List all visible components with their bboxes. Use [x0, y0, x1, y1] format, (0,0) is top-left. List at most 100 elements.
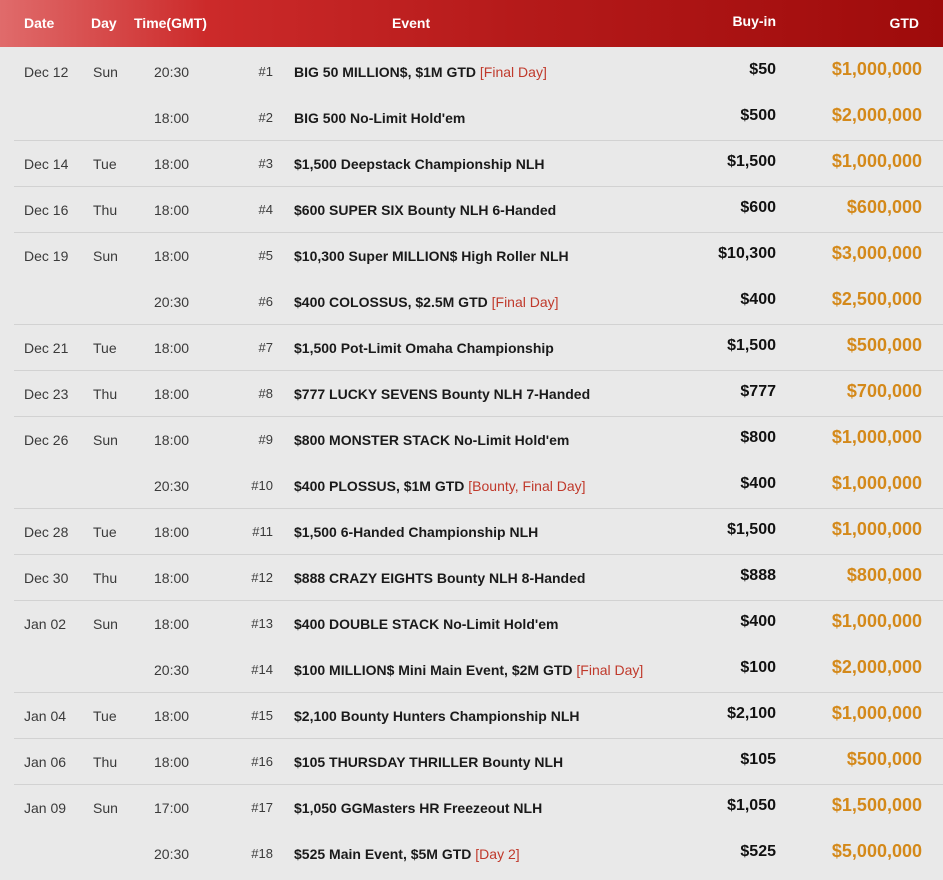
event-title: $400 PLOSSUS, $1M GTD	[294, 478, 465, 494]
day-cell: Sun	[93, 64, 118, 80]
gtd-cell: $1,000,000	[831, 151, 922, 171]
table-row: Dec 12 Sun 20:30 #1 $50 $1,000,000 BIG 50 MILL…	[0, 49, 943, 95]
time-cell: 18:00	[154, 524, 190, 540]
event-title: $1,500 Deepstack Championship NLH	[294, 156, 545, 172]
event-number: #15	[251, 708, 273, 723]
header-event: Event	[392, 15, 431, 31]
gtd-cell: $1,500,000	[831, 795, 922, 815]
event-note: [Bounty, Final Day]	[468, 478, 586, 494]
buyin-cell: $888	[740, 567, 776, 584]
table-row: Dec 16 Thu 18:00 #4 $600 $600,000 $600 SUPER S…	[0, 186, 943, 233]
buyin-cell: $400	[740, 291, 776, 308]
date-cell: Dec 28	[24, 524, 69, 540]
header-gtd: GTD	[889, 15, 919, 31]
header-time: Time(GMT)	[134, 15, 207, 31]
table-row: Dec 30 Thu 18:00 #12 $888 $800,000 $888 CRAZY …	[0, 554, 943, 601]
event-cell: $800 MONSTER STACK No-Limit Hold'em	[294, 432, 569, 448]
event-number: #11	[252, 524, 273, 539]
event-number: #12	[251, 570, 273, 585]
event-number: #8	[258, 386, 273, 401]
event-title: $105 THURSDAY THRILLER Bounty NLH	[294, 754, 564, 770]
event-number: #10	[251, 478, 273, 493]
event-title: $777 LUCKY SEVENS Bounty NLH 7-Handed	[294, 386, 591, 402]
time-cell: 20:30	[154, 64, 190, 80]
event-title: $525 Main Event, $5M GTD	[294, 846, 472, 862]
date-cell: Dec 21	[24, 340, 69, 356]
table-body: Dec 12 Sun 20:30 #1 $50 $1,000,000 BIG 50 MILL…	[0, 49, 943, 877]
time-cell: 20:30	[154, 294, 190, 310]
event-number: #5	[258, 248, 273, 263]
event-number: #17	[251, 800, 273, 815]
time-cell: 20:30	[154, 662, 190, 678]
time-cell: 18:00	[154, 202, 190, 218]
event-number: #4	[258, 202, 273, 217]
day-cell: Tue	[93, 156, 117, 172]
event-title: $800 MONSTER STACK No-Limit Hold'em	[294, 432, 570, 448]
buyin-cell: $1,500	[727, 337, 776, 354]
day-cell: Tue	[93, 340, 117, 356]
time-cell: 18:00	[154, 110, 190, 126]
event-cell: $1,500 Pot-Limit Omaha Championship	[294, 340, 554, 356]
event-title: BIG 50 MILLION$, $1M GTD	[294, 64, 477, 80]
event-title: BIG 500 No-Limit Hold'em	[294, 110, 466, 126]
gtd-cell: $1,000,000	[831, 427, 922, 447]
event-cell: BIG 50 MILLION$, $1M GTD [Final Day]	[294, 64, 547, 80]
event-title: $10,300 Super MILLION$ High Roller NLH	[294, 248, 569, 264]
event-note: [Final Day]	[576, 662, 644, 678]
gtd-cell: $800,000	[846, 565, 922, 585]
event-note: [Final Day]	[491, 294, 559, 310]
date-cell: Dec 16	[24, 202, 69, 218]
table-row: Dec 14 Tue 18:00 #3 $1,500 $1,000,000 $1,500 D…	[0, 140, 943, 187]
event-number: #2	[258, 110, 273, 125]
day-cell: Thu	[93, 202, 118, 218]
time-cell: 17:00	[154, 800, 190, 816]
event-cell: $1,050 GGMasters HR Freezeout NLH	[294, 800, 542, 816]
day-cell: Tue	[93, 524, 117, 540]
gtd-cell: $500,000	[846, 335, 922, 355]
time-cell: 18:00	[154, 570, 190, 586]
buyin-cell: $1,050	[727, 797, 776, 814]
day-cell: Thu	[93, 386, 118, 402]
header-date: Date	[24, 15, 55, 31]
table-row: Jan 04 Tue 18:00 #15 $2,100 $1,000,000 $2,100 …	[0, 692, 943, 739]
date-cell: Dec 26	[24, 432, 69, 448]
day-cell: Sun	[93, 432, 118, 448]
time-cell: 18:00	[154, 248, 190, 264]
table-row: Dec 21 Tue 18:00 #7 $1,500 $500,000 $1,500 Pot…	[0, 324, 943, 371]
buyin-cell: $500	[740, 107, 776, 124]
event-cell: $888 CRAZY EIGHTS Bounty NLH 8-Handed	[294, 570, 585, 586]
table-row: Jan 09 Sun 17:00 #17 $1,050 $1,500,000 $1,050 …	[0, 784, 943, 831]
event-title: $888 CRAZY EIGHTS Bounty NLH 8-Handed	[294, 570, 586, 586]
day-cell: Thu	[93, 754, 118, 770]
table-row: Dec 26 Sun 18:00 #9 $800 $1,000,000 $800 MONST…	[0, 416, 943, 463]
day-cell: Sun	[93, 800, 118, 816]
buyin-cell: $100	[740, 659, 776, 676]
event-title: $2,100 Bounty Hunters Championship NLH	[294, 708, 580, 724]
event-cell: $2,100 Bounty Hunters Championship NLH	[294, 708, 579, 724]
date-cell: Jan 04	[24, 708, 67, 724]
event-cell: $105 THURSDAY THRILLER Bounty NLH	[294, 754, 563, 770]
event-cell: $1,500 Deepstack Championship NLH	[294, 156, 545, 172]
event-cell: $10,300 Super MILLION$ High Roller NLH	[294, 248, 569, 264]
day-cell: Sun	[93, 248, 118, 264]
gtd-cell: $2,000,000	[831, 657, 922, 677]
event-cell: $100 MILLION$ Mini Main Event, $2M GTD […	[294, 662, 643, 678]
event-number: #1	[258, 64, 273, 79]
event-title: $400 COLOSSUS, $2.5M GTD	[294, 294, 488, 310]
buyin-cell: $800	[740, 429, 776, 446]
event-cell: $1,500 6-Handed Championship NLH	[294, 524, 538, 540]
gtd-cell: $3,000,000	[831, 243, 922, 263]
gtd-cell: $1,000,000	[831, 473, 922, 493]
event-cell: $600 SUPER SIX Bounty NLH 6-Handed	[294, 202, 556, 218]
time-cell: 18:00	[154, 432, 190, 448]
day-cell: Thu	[93, 570, 118, 586]
buyin-cell: $400	[740, 613, 776, 630]
table-row: Dec 28 Tue 18:00 #11 $1,500 $1,000,000 $1,500 …	[0, 508, 943, 555]
event-cell: $525 Main Event, $5M GTD [Day 2]	[294, 846, 520, 862]
time-cell: 20:30	[154, 846, 190, 862]
event-title: $1,050 GGMasters HR Freezeout NLH	[294, 800, 543, 816]
event-title: $1,500 6-Handed Championship NLH	[294, 524, 539, 540]
event-number: #18	[251, 846, 273, 861]
time-cell: 18:00	[154, 616, 190, 632]
